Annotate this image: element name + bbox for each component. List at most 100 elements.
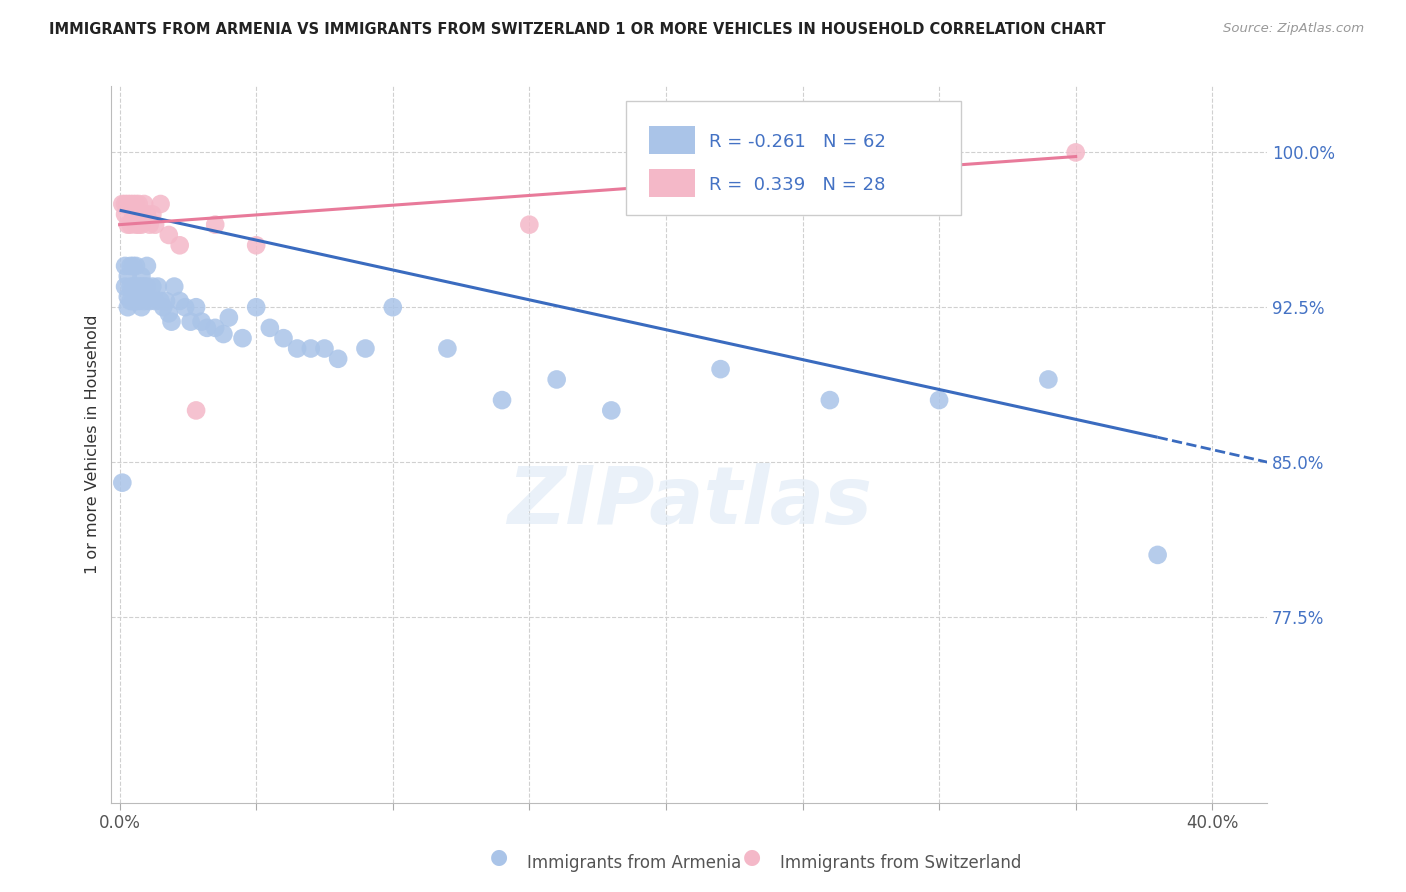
Point [146, 279, 169, 293]
Point [117, 269, 139, 284]
Point [122, 279, 145, 293]
Point [131, 279, 153, 293]
Point [169, 238, 191, 252]
Point [174, 300, 197, 314]
Text: ●: ● [744, 847, 761, 867]
FancyBboxPatch shape [626, 101, 960, 215]
Point [120, 218, 142, 232]
FancyBboxPatch shape [648, 126, 695, 154]
Point [128, 197, 150, 211]
Point [204, 321, 226, 335]
Point [273, 331, 295, 345]
Point [125, 197, 148, 211]
Point [122, 259, 145, 273]
Text: Immigrants from Armenia: Immigrants from Armenia [527, 855, 741, 872]
Text: R = -0.261   N = 62: R = -0.261 N = 62 [709, 133, 886, 152]
Point [128, 279, 150, 293]
Point [125, 218, 148, 232]
Point [152, 300, 174, 314]
Point [160, 315, 183, 329]
Point [120, 197, 142, 211]
Point [169, 293, 191, 308]
Point [218, 310, 240, 325]
Point [285, 342, 308, 356]
Point [231, 331, 253, 345]
Point [299, 342, 322, 356]
Point [117, 197, 139, 211]
Point [1038, 372, 1060, 386]
Point [155, 293, 177, 308]
Point [709, 362, 731, 376]
Point [120, 279, 142, 293]
Text: Immigrants from Switzerland: Immigrants from Switzerland [780, 855, 1022, 872]
Point [818, 393, 841, 408]
Point [546, 372, 568, 386]
Point [212, 326, 235, 341]
Point [117, 300, 139, 314]
Point [134, 279, 156, 293]
Point [111, 475, 134, 490]
Point [491, 393, 513, 408]
Point [259, 321, 281, 335]
Point [195, 321, 218, 335]
Point [1146, 548, 1168, 562]
Y-axis label: 1 or more Vehicles in Household: 1 or more Vehicles in Household [86, 315, 100, 574]
Point [125, 279, 148, 293]
Point [111, 197, 134, 211]
Text: ●: ● [491, 847, 508, 867]
Point [184, 403, 207, 417]
Point [180, 315, 202, 329]
Point [120, 293, 142, 308]
Point [122, 207, 145, 221]
FancyBboxPatch shape [648, 169, 695, 197]
Point [157, 227, 180, 242]
Point [141, 207, 163, 221]
Point [131, 218, 153, 232]
Point [125, 259, 148, 273]
Point [143, 293, 166, 308]
Point [134, 293, 156, 308]
Point [190, 315, 212, 329]
Point [114, 207, 136, 221]
Point [128, 293, 150, 308]
Point [138, 218, 160, 232]
Point [125, 293, 148, 308]
Point [131, 300, 153, 314]
Point [138, 293, 160, 308]
Text: R =  0.339   N = 28: R = 0.339 N = 28 [709, 177, 886, 194]
Point [143, 218, 166, 232]
Text: IMMIGRANTS FROM ARMENIA VS IMMIGRANTS FROM SWITZERLAND 1 OR MORE VEHICLES IN HOU: IMMIGRANTS FROM ARMENIA VS IMMIGRANTS FR… [49, 22, 1107, 37]
Point [1064, 145, 1087, 160]
Point [314, 342, 336, 356]
Point [117, 290, 139, 304]
Point [184, 300, 207, 314]
Point [120, 259, 142, 273]
Point [245, 238, 267, 252]
Point [163, 279, 186, 293]
Point [245, 300, 267, 314]
Point [135, 279, 157, 293]
Point [517, 218, 540, 232]
Point [135, 207, 157, 221]
Point [114, 259, 136, 273]
Point [131, 269, 153, 284]
Point [114, 279, 136, 293]
Text: Source: ZipAtlas.com: Source: ZipAtlas.com [1223, 22, 1364, 36]
Point [600, 403, 623, 417]
Point [122, 197, 145, 211]
Point [149, 197, 172, 211]
Point [326, 351, 349, 366]
Point [122, 293, 145, 308]
Point [928, 393, 950, 408]
Point [128, 218, 150, 232]
Point [157, 306, 180, 320]
Text: ZIPatlas: ZIPatlas [506, 463, 872, 541]
Point [134, 197, 156, 211]
Point [117, 218, 139, 232]
Point [131, 207, 153, 221]
Point [149, 293, 172, 308]
Point [135, 259, 157, 273]
Point [354, 342, 377, 356]
Point [141, 279, 163, 293]
Point [436, 342, 458, 356]
